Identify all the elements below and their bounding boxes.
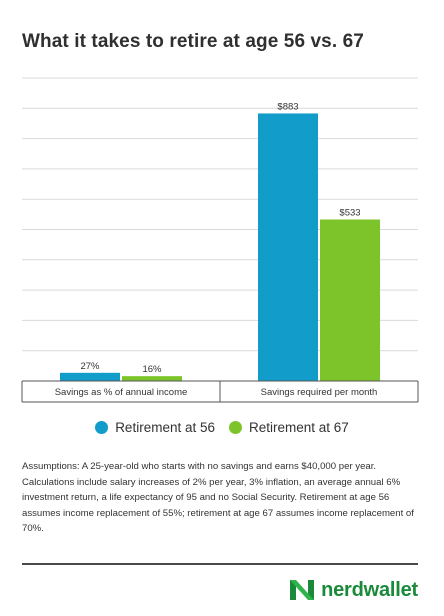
chart-title: What it takes to retire at age 56 vs. 67: [22, 31, 364, 52]
legend-label: Retirement at 56: [115, 420, 215, 435]
bar: [122, 376, 182, 381]
assumptions-note: Assumptions: A 25-year-old who starts wi…: [22, 461, 414, 534]
brand-logo[interactable]: nerdwallet: [289, 578, 418, 602]
legend-item-retirement-67: Retirement at 67: [229, 420, 349, 435]
bars: [60, 113, 380, 382]
brand-name: nerdwallet: [321, 578, 418, 601]
legend-swatch: [95, 421, 109, 434]
legend-item-retirement-56: Retirement at 56: [95, 420, 215, 435]
bar: [258, 113, 318, 382]
nerdwallet-n-logo-icon: [290, 580, 315, 600]
bar: [60, 372, 120, 381]
category-label: Savings as % of annual income: [55, 387, 188, 398]
x-axis: Savings as % of annual income Savings req…: [21, 380, 419, 403]
data-label: 27%: [80, 361, 100, 372]
legend-swatch: [229, 421, 242, 434]
bar: [320, 219, 380, 381]
data-labels: 27% 16% $883 $533: [80, 101, 360, 375]
category-label: Savings required per month: [261, 387, 378, 398]
data-label: $533: [339, 208, 360, 219]
legend-label: Retirement at 67: [249, 420, 349, 435]
data-label: $883: [277, 101, 298, 112]
legend: Retirement at 56 Retirement at 67: [0, 420, 444, 435]
footer-divider: [22, 563, 418, 565]
data-label: 16%: [142, 364, 162, 375]
bar-chart: 27% 16% $883 $533 Savings as % of annual in…: [21, 77, 419, 403]
